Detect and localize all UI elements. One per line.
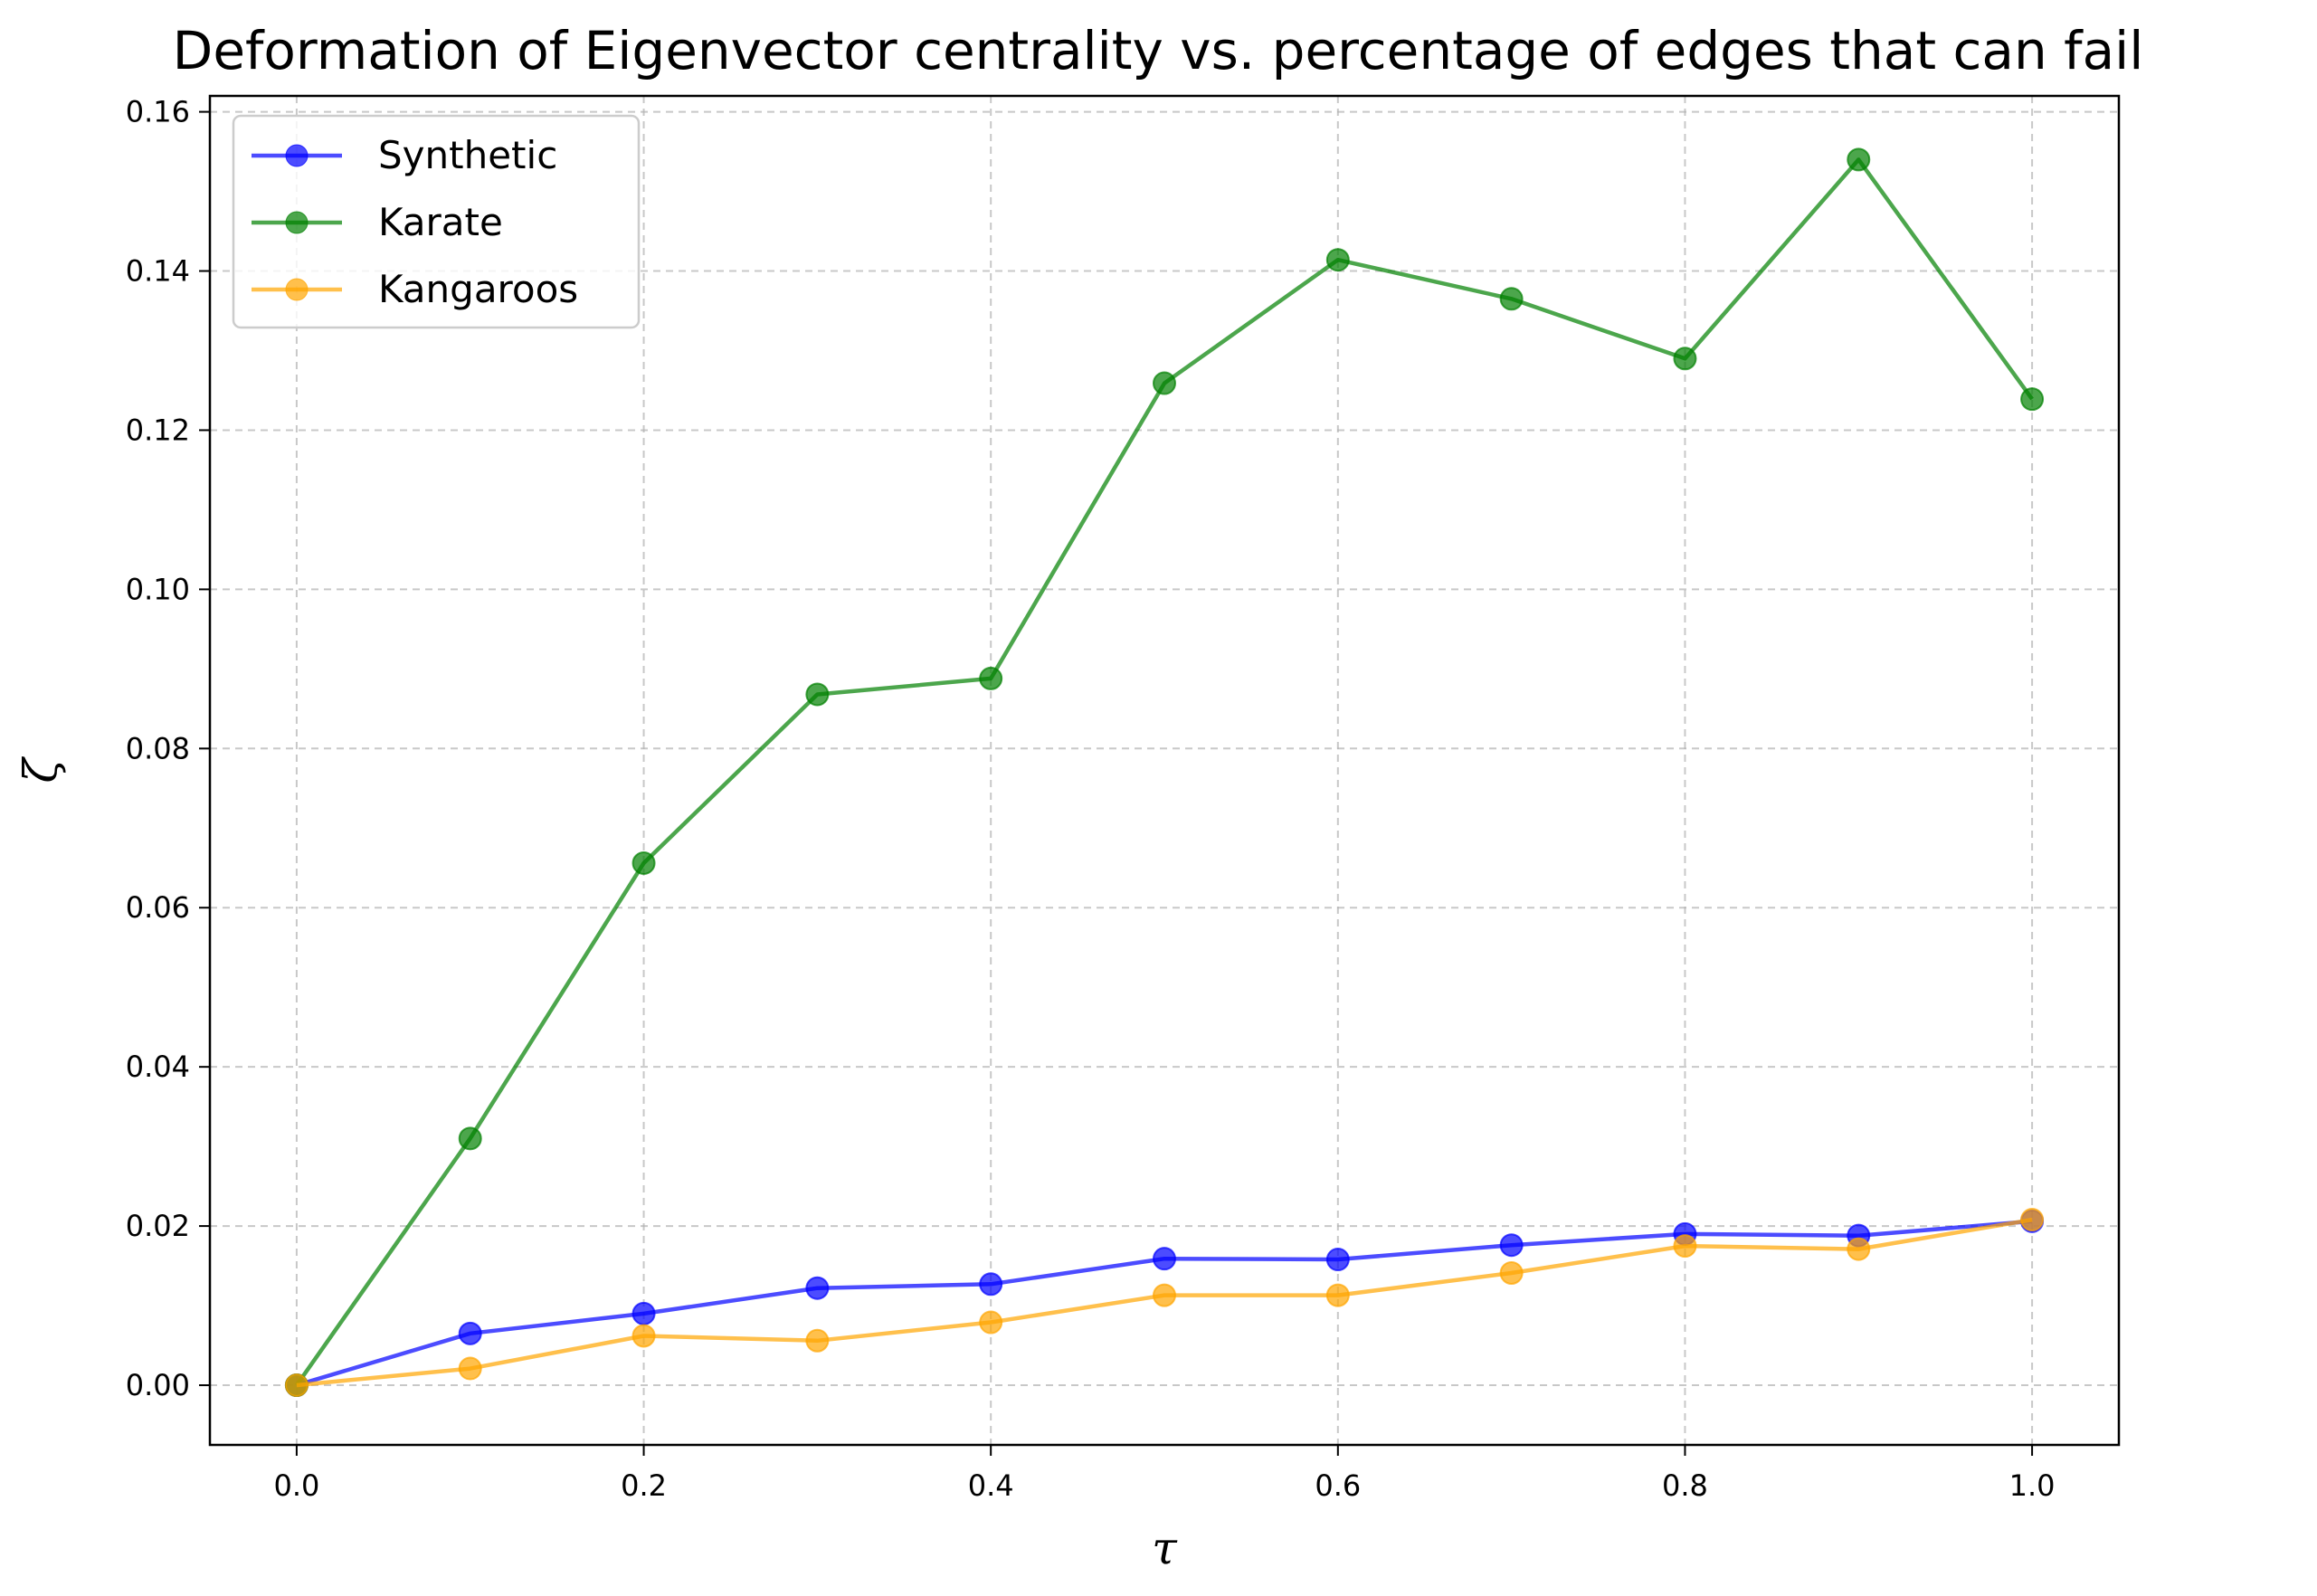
data-point-karate — [1673, 347, 1697, 371]
plot-area-frame — [208, 94, 2121, 1447]
y-tick-label: 0.16 — [126, 95, 190, 129]
legend-entry-synthetic: Synthetic — [252, 133, 557, 177]
data-point-kangaroos — [805, 1328, 830, 1353]
y-tick-label: 0.02 — [126, 1209, 190, 1243]
data-point-karate — [805, 682, 830, 707]
x-axis-label: τ — [1152, 1522, 1178, 1574]
data-point-kangaroos — [1499, 1260, 1524, 1285]
y-tick-label: 0.10 — [126, 572, 190, 606]
y-tick-label: 0.08 — [126, 731, 190, 765]
data-point-karate — [1325, 248, 1350, 272]
data-point-karate — [979, 666, 1003, 690]
chart-title: Deformation of Eigenvector centrality vs… — [173, 20, 2144, 81]
y-tick-label: 0.04 — [126, 1050, 190, 1084]
legend-label-karate: Karate — [378, 200, 503, 244]
x-tick-label: 0.4 — [968, 1468, 1014, 1503]
legend-entry-kangaroos: Kangaroos — [252, 267, 578, 311]
data-point-synthetic — [1153, 1247, 1176, 1271]
data-point-synthetic — [1325, 1248, 1350, 1272]
data-point-karate — [1499, 287, 1524, 311]
y-tick-label: 0.12 — [126, 413, 190, 447]
data-point-kangaroos — [2020, 1208, 2045, 1232]
x-tick-label: 0.8 — [1662, 1468, 1708, 1503]
series-kangaroos — [284, 1208, 2045, 1398]
legend-marker-karate — [285, 211, 309, 234]
x-tick-label: 1.0 — [2009, 1468, 2056, 1503]
x-tick-label: 0.6 — [1315, 1468, 1361, 1503]
legend-entry-karate: Karate — [252, 200, 503, 244]
axis-ticks: 0.0 0.2 0.4 0.6 0.8 1.0 0.00 0.02 0.04 0.06 0.08 0.… — [126, 95, 2056, 1503]
data-point-kangaroos — [631, 1324, 656, 1348]
legend-marker-synthetic — [285, 144, 309, 167]
data-point-synthetic — [805, 1276, 830, 1300]
data-point-karate — [1153, 371, 1176, 395]
series-group — [284, 147, 2045, 1398]
data-point-kangaroos — [284, 1373, 309, 1398]
data-point-synthetic — [979, 1272, 1003, 1297]
data-point-synthetic — [458, 1321, 482, 1345]
data-point-kangaroos — [1673, 1234, 1697, 1259]
data-point-kangaroos — [1325, 1283, 1350, 1307]
data-point-synthetic — [631, 1301, 656, 1325]
y-tick-label: 0.06 — [126, 890, 190, 925]
y-axis-label: ζ — [14, 756, 67, 784]
x-tick-label: 0.2 — [621, 1468, 667, 1503]
legend-box — [232, 114, 641, 329]
legend-marker-kangaroos — [285, 278, 309, 301]
data-point-karate — [2020, 387, 2045, 412]
legend-label-synthetic: Synthetic — [378, 133, 557, 177]
data-point-karate — [1847, 147, 1871, 172]
legend-label-kangaroos: Kangaroos — [378, 267, 578, 311]
y-tick-label: 0.00 — [126, 1368, 190, 1402]
data-point-karate — [631, 850, 656, 875]
data-point-kangaroos — [979, 1310, 1003, 1335]
data-point-karate — [458, 1126, 482, 1151]
data-point-kangaroos — [458, 1356, 482, 1381]
data-point-kangaroos — [1153, 1283, 1176, 1307]
data-point-kangaroos — [1847, 1237, 1871, 1261]
data-point-synthetic — [1499, 1233, 1524, 1258]
legend: Synthetic Karate Kangaroos — [232, 114, 641, 329]
x-tick-label: 0.0 — [273, 1468, 319, 1503]
y-tick-label: 0.14 — [126, 254, 190, 289]
